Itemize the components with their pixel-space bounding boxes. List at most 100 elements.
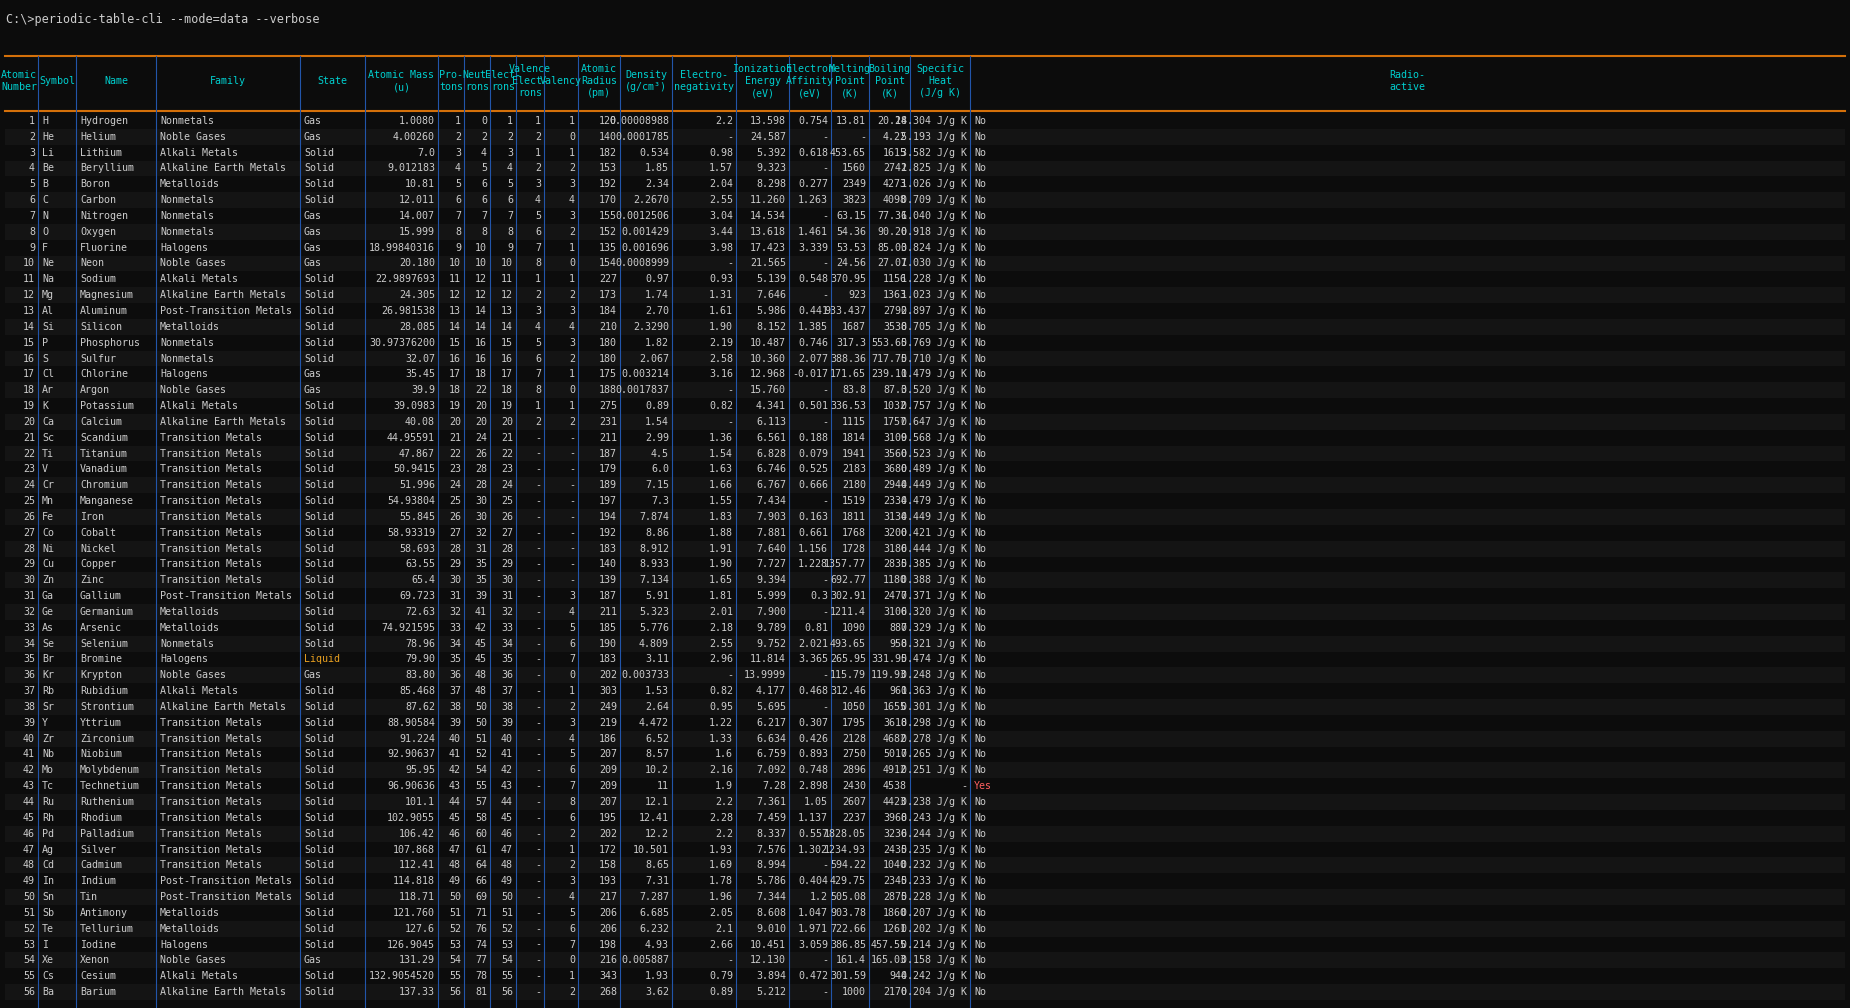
Text: 3560: 3560 [882, 449, 906, 459]
Text: 0.228 J/g K: 0.228 J/g K [901, 892, 968, 902]
Text: 183: 183 [599, 543, 618, 553]
Text: 180: 180 [599, 338, 618, 348]
Text: Solid: Solid [303, 528, 335, 537]
Text: Zn: Zn [43, 576, 54, 586]
Text: 21.565: 21.565 [749, 258, 786, 268]
Text: 2.898: 2.898 [797, 781, 829, 791]
Text: 187: 187 [599, 591, 618, 601]
Text: 63.15: 63.15 [836, 211, 866, 221]
Text: 6: 6 [30, 196, 35, 205]
Text: Noble Gases: Noble Gases [159, 132, 226, 142]
Text: 20: 20 [475, 417, 487, 426]
Text: 49: 49 [22, 876, 35, 886]
Text: 6: 6 [481, 179, 487, 190]
Text: -: - [570, 496, 575, 506]
Text: 20.28: 20.28 [877, 116, 906, 126]
Text: 10: 10 [450, 258, 461, 268]
Text: 2477: 2477 [882, 591, 906, 601]
Text: 9.752: 9.752 [757, 639, 786, 648]
Text: 3618: 3618 [882, 718, 906, 728]
Text: 12.130: 12.130 [749, 956, 786, 966]
Text: 179: 179 [599, 465, 618, 475]
Text: 275: 275 [599, 401, 618, 411]
Text: 8.608: 8.608 [757, 908, 786, 918]
Text: 0.534: 0.534 [638, 147, 670, 157]
Text: 8: 8 [570, 797, 575, 807]
Text: 9.010: 9.010 [757, 923, 786, 933]
Text: No: No [973, 956, 986, 966]
Text: 118.71: 118.71 [400, 892, 435, 902]
Text: 39.0983: 39.0983 [392, 401, 435, 411]
Text: -: - [570, 449, 575, 459]
Text: No: No [973, 385, 986, 395]
Text: 5.139: 5.139 [757, 274, 786, 284]
Text: 40: 40 [501, 734, 512, 744]
Text: 7: 7 [570, 654, 575, 664]
Text: 6.52: 6.52 [646, 734, 670, 744]
Text: 45: 45 [22, 812, 35, 823]
Text: Iodine: Iodine [80, 939, 117, 950]
Text: 1.93: 1.93 [646, 972, 670, 981]
Text: Ruthenium: Ruthenium [80, 797, 133, 807]
Text: Family: Family [211, 77, 246, 87]
Text: 0.233 J/g K: 0.233 J/g K [901, 876, 968, 886]
Text: 0.525: 0.525 [797, 465, 829, 475]
Text: No: No [973, 147, 986, 157]
Text: 29: 29 [22, 559, 35, 570]
Text: Solid: Solid [303, 639, 335, 648]
Text: 1: 1 [570, 845, 575, 855]
Text: Solid: Solid [303, 306, 335, 316]
Text: 1: 1 [570, 401, 575, 411]
Text: 11.260: 11.260 [749, 196, 786, 205]
Text: 41: 41 [501, 750, 512, 759]
Text: V: V [43, 465, 48, 475]
Text: 25: 25 [22, 496, 35, 506]
Text: 0.243 J/g K: 0.243 J/g K [901, 812, 968, 823]
Text: 0.98: 0.98 [709, 147, 733, 157]
Text: 0.97: 0.97 [646, 274, 670, 284]
Text: 1.030 J/g K: 1.030 J/g K [901, 258, 968, 268]
Text: 7.092: 7.092 [757, 765, 786, 775]
Text: 8.994: 8.994 [757, 861, 786, 870]
Text: Solid: Solid [303, 591, 335, 601]
Text: 0.489 J/g K: 0.489 J/g K [901, 465, 968, 475]
Text: No: No [973, 876, 986, 886]
Text: No: No [973, 512, 986, 522]
Text: Transition Metals: Transition Metals [159, 845, 263, 855]
Text: 0.421 J/g K: 0.421 J/g K [901, 528, 968, 537]
Text: 23: 23 [450, 465, 461, 475]
Text: 42: 42 [22, 765, 35, 775]
Text: 8: 8 [30, 227, 35, 237]
Text: 24: 24 [501, 480, 512, 490]
Text: 0.824 J/g K: 0.824 J/g K [901, 243, 968, 253]
Text: 6: 6 [481, 196, 487, 205]
Bar [6, 509, 1844, 525]
Text: Solid: Solid [303, 163, 335, 173]
Text: -: - [821, 576, 829, 586]
Text: No: No [973, 179, 986, 190]
Text: No: No [973, 480, 986, 490]
Text: As: As [43, 623, 54, 633]
Text: 1.2: 1.2 [810, 892, 829, 902]
Text: 34: 34 [501, 639, 512, 648]
Text: Sr: Sr [43, 702, 54, 712]
Text: 50: 50 [475, 718, 487, 728]
Text: Solid: Solid [303, 512, 335, 522]
Text: Transition Metals: Transition Metals [159, 812, 263, 823]
Text: 0.557: 0.557 [797, 829, 829, 839]
Text: -: - [535, 449, 540, 459]
Text: No: No [973, 639, 986, 648]
Text: Solid: Solid [303, 861, 335, 870]
Text: 2.99: 2.99 [646, 432, 670, 443]
Text: 0.321 J/g K: 0.321 J/g K [901, 639, 968, 648]
Text: Transition Metals: Transition Metals [159, 829, 263, 839]
Text: 121.760: 121.760 [392, 908, 435, 918]
Bar [6, 478, 1844, 493]
Text: Gas: Gas [303, 670, 322, 680]
Text: 1.90: 1.90 [709, 559, 733, 570]
Text: 3.365: 3.365 [797, 654, 829, 664]
Text: 5.91: 5.91 [646, 591, 670, 601]
Text: 21: 21 [450, 432, 461, 443]
Text: 4.93: 4.93 [646, 939, 670, 950]
Text: Aluminum: Aluminum [80, 306, 128, 316]
